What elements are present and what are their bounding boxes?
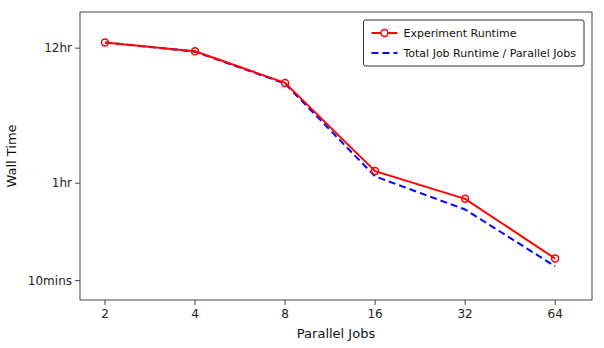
- legend-marker: [381, 30, 388, 37]
- x-tick: [104, 300, 105, 305]
- legend: Experiment Runtime Total Job Runtime / Pa…: [363, 20, 584, 66]
- x-tick-label: 64: [548, 307, 563, 321]
- series: [101, 39, 558, 262]
- y-tick: [75, 48, 80, 49]
- legend-label: Experiment Runtime: [403, 27, 516, 40]
- x-tick: [465, 300, 466, 305]
- x-tick-label: 16: [367, 307, 382, 321]
- series-marker: [101, 39, 108, 46]
- series-marker: [552, 255, 559, 262]
- x-tick: [195, 300, 196, 305]
- x-tick-label: 8: [281, 307, 289, 321]
- series-line: [105, 42, 555, 266]
- plot-frame: [80, 12, 592, 300]
- legend-swatch: [371, 52, 397, 54]
- y-tick-label: 10mins: [28, 274, 72, 288]
- y-tick: [75, 183, 80, 184]
- legend-label: Total Job Runtime / Parallel Jobs: [402, 47, 576, 60]
- series-line: [105, 42, 555, 258]
- x-tick-label: 2: [101, 307, 109, 321]
- legend-item: Total Job Runtime / Parallel Jobs: [371, 47, 576, 60]
- series: [105, 42, 555, 266]
- x-tick: [285, 300, 286, 305]
- x-tick: [375, 300, 376, 305]
- x-axis: 2 4 8 16 32 64: [101, 300, 563, 321]
- y-axis: 10mins 1hr 12hr: [28, 41, 80, 287]
- series-marker: [462, 195, 469, 202]
- series-marker: [282, 79, 289, 86]
- y-tick-label: 12hr: [44, 41, 72, 55]
- legend-item: Experiment Runtime: [371, 27, 516, 40]
- x-tick-label: 32: [457, 307, 472, 321]
- y-tick-label: 1hr: [52, 176, 72, 190]
- series-marker: [372, 168, 379, 175]
- x-axis-label: Parallel Jobs: [297, 326, 376, 341]
- y-tick: [75, 280, 80, 281]
- y-axis-label: Wall Time: [4, 124, 19, 187]
- x-tick: [555, 300, 556, 305]
- series-marker: [192, 48, 199, 55]
- legend-box: [363, 20, 584, 66]
- chart: 2 4 8 16 32 64 10mins 1hr 12hr Parallel Jobs Wall …: [0, 0, 604, 348]
- data-area: [101, 39, 558, 266]
- x-tick-label: 4: [191, 307, 199, 321]
